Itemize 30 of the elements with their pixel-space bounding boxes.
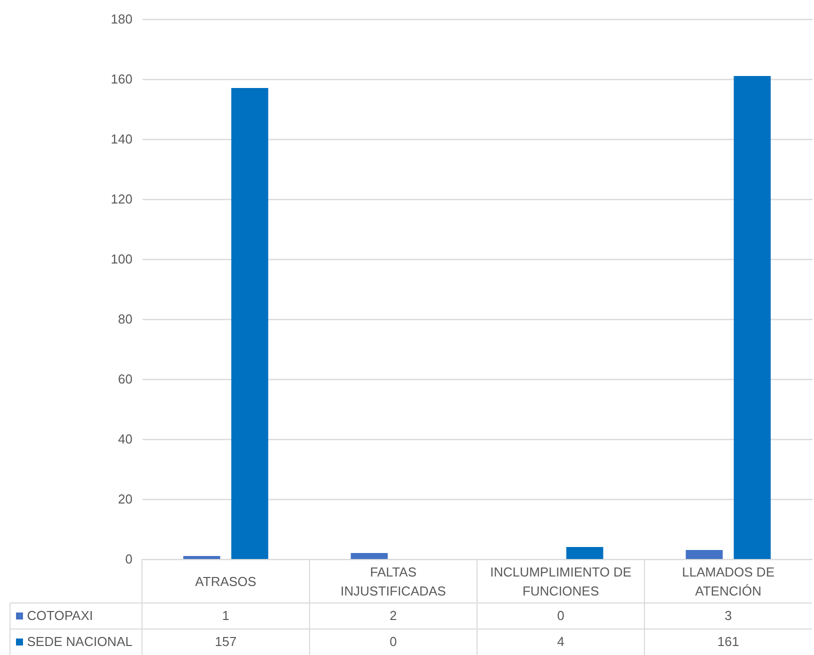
bar — [566, 547, 604, 559]
x-tick-label: LLAMADOS DE ATENCIÓN — [682, 564, 775, 598]
legend-label: SEDE NACIONAL — [27, 634, 132, 649]
x-tick-label: ATRASOS — [195, 574, 257, 589]
y-tick-label: 0 — [125, 552, 132, 566]
bar — [350, 553, 388, 559]
data-label: 3 — [724, 608, 732, 623]
bar — [231, 88, 268, 559]
data-label: 2 — [390, 608, 397, 623]
y-tick-label: 120 — [110, 192, 132, 206]
data-label: 1 — [222, 608, 230, 623]
y-tick-label: 100 — [110, 252, 132, 266]
bar — [734, 76, 771, 559]
data-label: 0 — [557, 608, 564, 623]
y-tick-label: 20 — [118, 492, 132, 506]
data-label: 4 — [557, 634, 564, 649]
y-tick-label: 60 — [118, 372, 132, 386]
data-label: 161 — [717, 634, 740, 649]
x-tick-label: INCLUMPLIMIENTO DE FUNCIONES — [490, 564, 632, 598]
bar — [686, 550, 723, 559]
data-label: 157 — [214, 634, 237, 649]
y-tick-label: 40 — [118, 432, 132, 446]
y-tick-label: 160 — [110, 72, 132, 86]
data-label: 0 — [390, 634, 397, 649]
y-tick-label: 80 — [118, 312, 132, 326]
y-tick-label: 140 — [110, 132, 132, 146]
y-tick-label: 180 — [110, 12, 132, 26]
legend-label: COTOPAXI — [27, 608, 93, 623]
x-tick-label: FALTAS INJUSTIFICADAS — [340, 564, 446, 598]
bar — [183, 556, 220, 559]
